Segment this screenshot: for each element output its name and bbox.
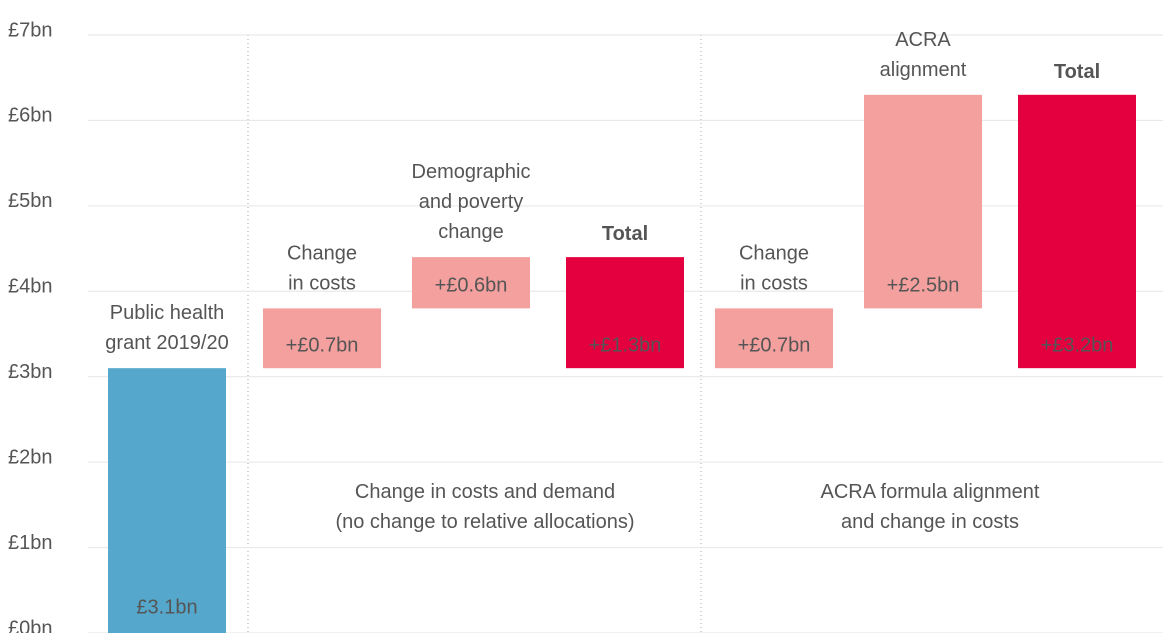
y-tick-label: £4bn xyxy=(8,276,53,298)
value-label: £3.1bn xyxy=(136,596,197,618)
value-label: +£0.7bn xyxy=(738,334,811,356)
category-label: Demographic and poverty change xyxy=(412,161,531,243)
value-label: +£0.6bn xyxy=(435,275,508,297)
bar xyxy=(864,94,982,309)
y-tick-label: £0bn xyxy=(8,617,53,633)
group-caption: Change in costs and demand (no change to … xyxy=(335,481,634,533)
bar xyxy=(263,308,381,369)
total-label: Total xyxy=(602,223,648,245)
bar xyxy=(412,257,530,309)
y-tick-label: £3bn xyxy=(8,361,53,383)
value-label: +£1.3bn xyxy=(589,334,662,356)
y-tick-label: £1bn xyxy=(8,532,53,554)
total-label: Total xyxy=(1054,61,1100,83)
bar xyxy=(1018,94,1136,369)
y-tick-label: £2bn xyxy=(8,446,53,468)
y-tick-label: £5bn xyxy=(8,190,53,212)
category-label: Change in costs xyxy=(739,243,809,295)
value-label: +£0.7bn xyxy=(286,334,359,356)
value-label: +£2.5bn xyxy=(887,275,960,297)
bar xyxy=(715,308,833,369)
category-label: ACRA alignment xyxy=(880,29,967,81)
bar xyxy=(108,368,226,633)
bar xyxy=(566,257,684,369)
category-label: Public health grant 2019/20 xyxy=(105,302,228,354)
value-label: +£3.2bn xyxy=(1041,334,1114,356)
y-tick-label: £7bn xyxy=(8,19,53,41)
y-tick-label: £6bn xyxy=(8,105,53,127)
group-caption: ACRA formula alignment and change in cost… xyxy=(821,481,1040,533)
category-label: Change in costs xyxy=(287,243,357,295)
